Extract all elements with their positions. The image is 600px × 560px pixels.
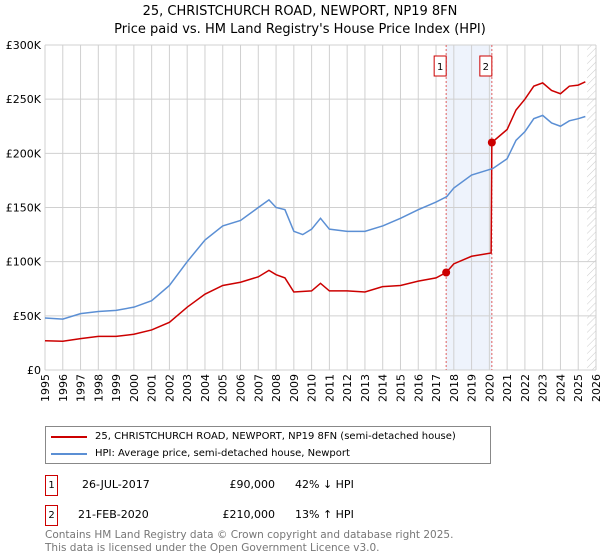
y-tick-label: £300K (6, 39, 42, 52)
marker-label: 2 (483, 62, 489, 73)
x-tick-label: 2018 (448, 374, 461, 402)
legend-item-hpi: HPI: Average price, semi-detached house,… (51, 447, 350, 460)
hpi-line (44, 114, 586, 320)
x-tick-label: 2002 (163, 374, 176, 402)
footer-line: This data is licensed under the Open Gov… (45, 542, 380, 554)
y-tick-label: £100K (6, 256, 42, 269)
chart-title: 25, CHRISTCHURCH ROAD, NEWPORT, NP19 8FN (142, 4, 458, 19)
legend-label: HPI: Average price, semi-detached house,… (95, 448, 350, 459)
x-tick-label: 2004 (199, 374, 212, 402)
transaction-date: 21-FEB-2020 (78, 508, 149, 521)
legend: 25, CHRISTCHURCH ROAD, NEWPORT, NP19 8FN… (45, 426, 491, 464)
x-tick-label: 2026 (590, 374, 600, 402)
x-tick-label: 2023 (537, 374, 550, 402)
x-tick-label: 2009 (288, 374, 301, 402)
transaction-date: 26-JUL-2017 (82, 478, 150, 491)
transaction-hpi: 42% ↓ HPI (295, 478, 354, 491)
x-tick-label: 2010 (306, 374, 319, 402)
footer-line: Contains HM Land Registry data © Crown c… (45, 529, 454, 541)
footer: Contains HM Land Registry data © Crown c… (45, 529, 453, 555)
x-tick-label: 2006 (235, 374, 248, 402)
y-tick-label: £250K (6, 93, 42, 106)
transaction-row: 2 21-FEB-2020 £210,000 13% ↑ HPI (45, 505, 445, 526)
marker-badge: 2 (45, 505, 58, 526)
y-tick-label: £200K (6, 147, 42, 160)
transaction-price: £90,000 (229, 478, 276, 491)
x-tick-label: 1999 (110, 374, 123, 402)
x-tick-label: 2025 (572, 374, 585, 402)
x-tick-label: 2015 (394, 374, 407, 402)
x-tick-label: 2021 (501, 374, 514, 402)
x-tick-label: 1996 (57, 374, 70, 402)
x-tick-label: 2008 (270, 374, 283, 402)
x-tick-label: 1997 (75, 374, 88, 402)
legend-label: 25, CHRISTCHURCH ROAD, NEWPORT, NP19 8FN… (95, 431, 456, 442)
y-tick-label: £0 (27, 364, 41, 377)
x-tick-label: 2003 (181, 374, 194, 402)
marker-label: 1 (437, 62, 443, 73)
x-tick-label: 1998 (92, 374, 105, 402)
legend-swatch-red (51, 435, 87, 438)
x-tick-label: 2005 (217, 374, 230, 402)
x-tick-label: 2007 (252, 374, 265, 402)
property-price-line (44, 81, 586, 343)
sale-point (487, 138, 496, 147)
transaction-price: £210,000 (222, 508, 276, 521)
sale-point (442, 268, 451, 277)
x-tick-label: 2001 (146, 374, 159, 402)
x-tick-label: 2024 (554, 374, 567, 402)
x-tick-label: 2020 (483, 374, 496, 402)
transaction-row: 1 26-JUL-2017 £90,000 42% ↓ HPI (45, 475, 445, 496)
transaction-hpi: 13% ↑ HPI (295, 508, 354, 521)
x-tick-label: 2022 (519, 374, 532, 402)
y-tick-label: £50K (13, 310, 42, 323)
x-tick-label: 2011 (323, 374, 336, 402)
x-tick-label: 1995 (39, 374, 52, 402)
x-tick-label: 2013 (359, 374, 372, 402)
marker-badge (433, 55, 447, 77)
marker-badge: 1 (45, 475, 58, 496)
price-chart: 1995 1996 1997 1998 1999 2000 2001 2002 2003 2004… (6, 39, 600, 402)
marker-badge (479, 55, 493, 77)
chart-subtitle: Price paid vs. HM Land Registry's House … (114, 22, 486, 37)
x-tick-label: 2019 (466, 374, 479, 402)
legend-item-property: 25, CHRISTCHURCH ROAD, NEWPORT, NP19 8FN… (51, 430, 456, 443)
y-tick-label: £150K (6, 202, 42, 215)
x-tick-label: 2012 (341, 374, 354, 402)
x-tick-label: 2000 (128, 374, 141, 402)
legend-swatch-blue (51, 452, 87, 455)
x-tick-label: 2016 (412, 374, 425, 402)
x-tick-label: 2014 (377, 374, 390, 402)
x-tick-label: 2017 (430, 374, 443, 402)
